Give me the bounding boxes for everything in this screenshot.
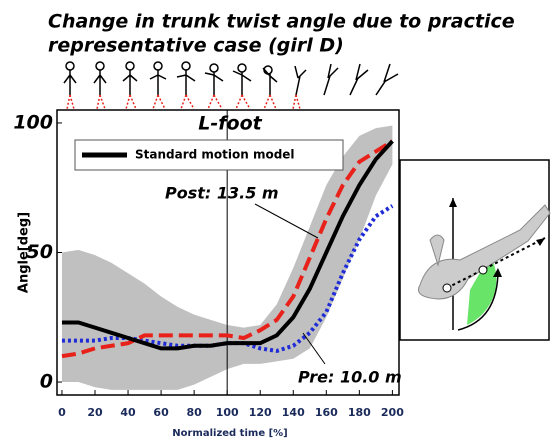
x-tick-label: 160 bbox=[315, 406, 338, 419]
x-tick-label: 80 bbox=[186, 406, 202, 419]
x-tick-label: 100 bbox=[216, 406, 239, 419]
annotation-pointer bbox=[302, 332, 326, 365]
body-image bbox=[399, 159, 551, 341]
x-tick-label: 0 bbox=[58, 406, 66, 419]
series-line bbox=[61, 139, 394, 359]
x-tick-label: 200 bbox=[381, 406, 404, 419]
series-line bbox=[61, 139, 394, 351]
panel-label: L-foot bbox=[198, 113, 262, 135]
chart-title: Change in trunk twist angle due to pract… bbox=[48, 11, 515, 33]
x-axis-label: Normalized time [%] bbox=[172, 428, 288, 439]
series-line bbox=[61, 204, 394, 354]
y-axis-label: Angle[deg] bbox=[17, 212, 32, 293]
y-tick-label: 100 bbox=[13, 111, 53, 133]
x-tick-label: 140 bbox=[282, 406, 305, 419]
annotation-pointer bbox=[254, 203, 319, 239]
chart-subtitle: representative case (girl D) bbox=[48, 35, 344, 57]
x-tick-label: 20 bbox=[87, 406, 103, 419]
annotation: Pre: 10.0 m bbox=[298, 368, 402, 387]
band bbox=[61, 125, 393, 390]
x-tick-label: 60 bbox=[153, 406, 169, 419]
y-tick-label: 50 bbox=[27, 241, 53, 263]
annotation: Post: 13.5 m bbox=[165, 184, 279, 203]
y-tick-label: 0 bbox=[40, 371, 53, 393]
x-tick-label: 40 bbox=[120, 406, 136, 419]
x-tick-label: 120 bbox=[249, 406, 272, 419]
x-tick-label: 180 bbox=[348, 406, 371, 419]
stick-figures bbox=[63, 61, 399, 110]
legend-label: Standard motion model bbox=[135, 148, 295, 162]
